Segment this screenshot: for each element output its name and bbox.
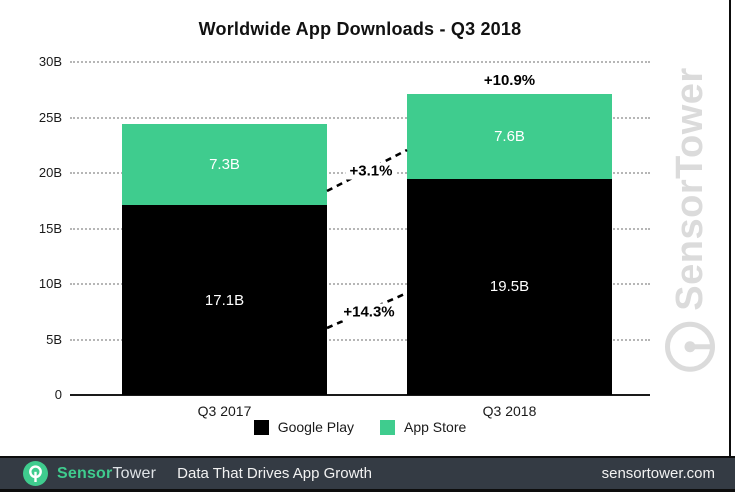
y-tick-label: 20B <box>38 165 62 180</box>
annotation-growth-app-store: +3.1% <box>345 162 397 180</box>
y-tick-label: 5B <box>46 331 62 347</box>
legend-item-google-play: Google Play <box>253 419 354 435</box>
chart-area: Worldwide App Downloads - Q3 2018 0 5B 10B… <box>38 0 731 456</box>
sensortower-watermark-logo-icon <box>665 321 715 372</box>
bar-segment-google-play-q3-2017: 17.1B <box>122 205 327 395</box>
legend-label: Google Play <box>277 419 354 435</box>
bar-value-label: 19.5B <box>489 278 530 296</box>
y-tick-label: 0 <box>54 387 62 402</box>
annotation-growth-google-play: +14.3% <box>339 303 399 321</box>
bar-value-label: 17.1B <box>204 291 245 309</box>
legend-item-app-store: App Store <box>380 419 466 435</box>
legend-swatch <box>253 419 269 435</box>
annotation-total-growth: +10.9% <box>483 72 536 90</box>
watermark-text: SensorTower <box>668 67 711 311</box>
gridline-5B <box>70 338 650 341</box>
y-tick-label: 25B <box>38 109 62 125</box>
right-border-rule <box>729 0 731 456</box>
x-tick-label-q3-2018: Q3 2018 <box>482 403 537 419</box>
bar-segment-google-play-q3-2018: 19.5B <box>407 178 612 395</box>
bar-value-label: 7.6B <box>494 127 525 145</box>
x-tick-label-q3-2017: Q3 2017 <box>197 403 252 419</box>
gridline-10B <box>70 283 650 285</box>
footer-tagline: Data That Drives App Growth <box>177 465 372 482</box>
footer-left: SensorTower Data That Drives App Growth <box>23 461 602 486</box>
gridline-30B <box>70 61 650 63</box>
legend-swatch <box>380 419 395 435</box>
bar-segment-app-store-q3-2018: 7.6B <box>407 94 612 179</box>
gridline-25B <box>70 116 650 119</box>
legend: Google Play App Store <box>70 419 650 435</box>
y-tick-label: 15B <box>38 220 62 236</box>
chart-title: Worldwide App Downloads - Q3 2018 <box>198 19 522 39</box>
sensortower-logo-icon <box>23 461 48 486</box>
x-axis-line <box>70 394 650 396</box>
footer-brand-link[interactable]: SensorTower <box>23 461 156 486</box>
watermark: SensorTower <box>664 67 716 372</box>
legend-label: App Store <box>404 419 467 435</box>
brand-tower: Tower <box>112 464 157 482</box>
footer-bar: SensorTower Data That Drives App Growth … <box>0 456 735 492</box>
bar-value-label: 7.3B <box>209 156 240 174</box>
y-tick-label: 10B <box>38 276 62 291</box>
gridline-15B <box>70 227 650 230</box>
footer-website-link[interactable]: sensortower.com <box>601 465 715 482</box>
y-tick-label: 30B <box>38 54 62 69</box>
brand-sensor: Sensor <box>57 464 113 482</box>
bar-segment-app-store-q3-2017: 7.3B <box>122 124 327 206</box>
